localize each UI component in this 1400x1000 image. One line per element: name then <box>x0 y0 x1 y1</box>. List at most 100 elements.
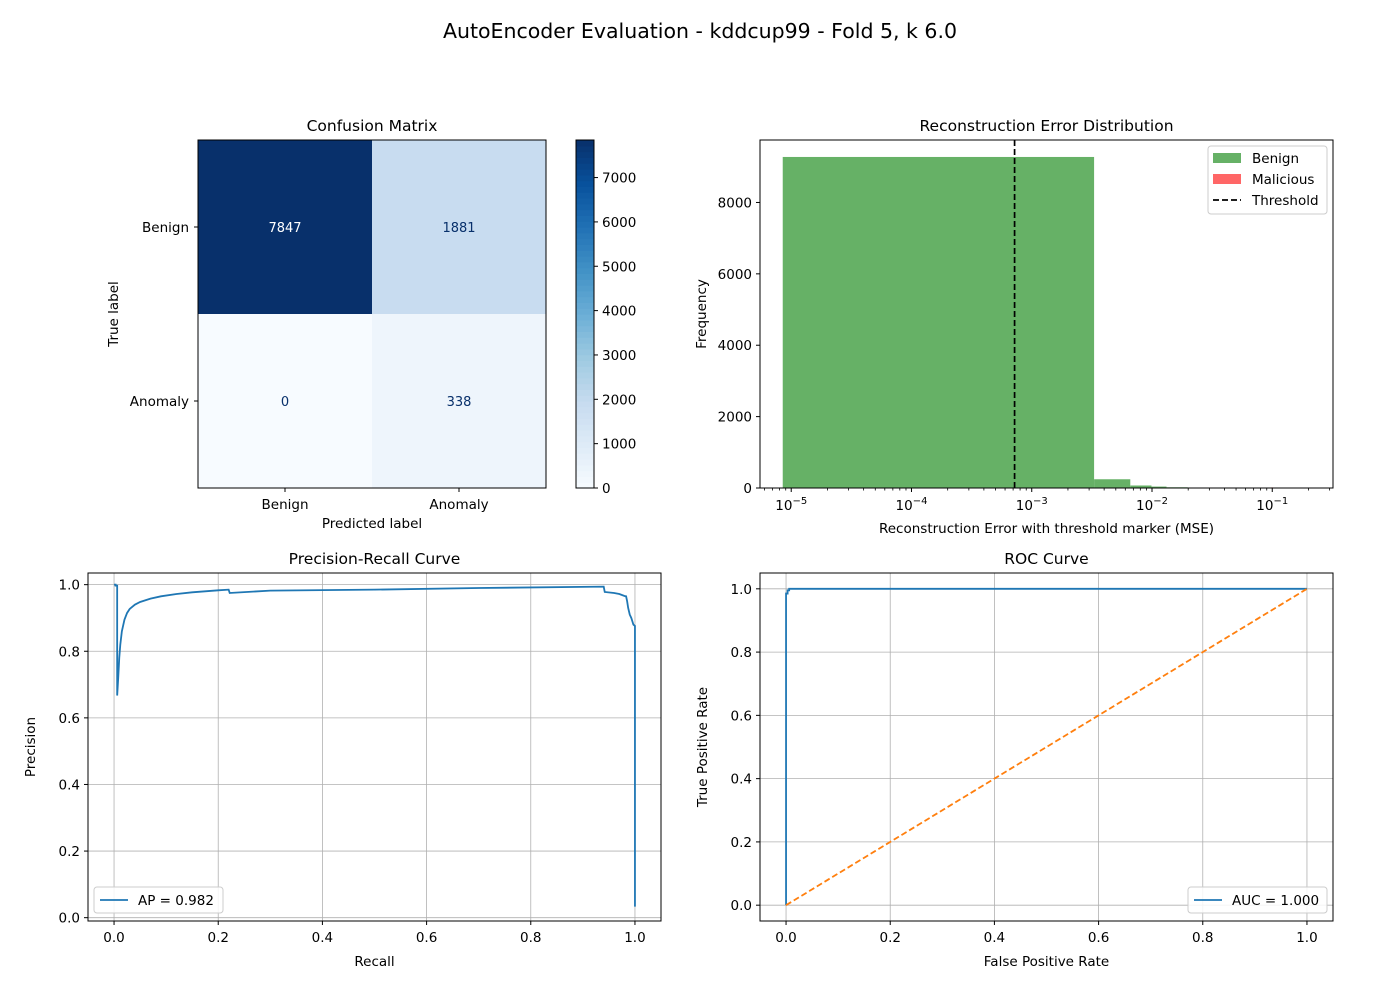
x-axis-label: Reconstruction Error with threshold mark… <box>879 521 1214 537</box>
matrix-cell <box>372 140 546 314</box>
colorbar-segment <box>576 337 594 344</box>
matrix-cell <box>198 314 372 488</box>
cell-value: 0 <box>281 395 289 410</box>
colorbar-segment <box>576 145 594 153</box>
legend-label: AP = 0.982 <box>138 893 214 909</box>
colorbar-segment <box>576 412 594 419</box>
y-tick-label: 0.0 <box>59 911 80 927</box>
x-tick-label: 0.2 <box>207 930 228 946</box>
colorbar-segment <box>576 296 594 303</box>
x-tick-label: 10−5 <box>775 496 807 514</box>
colorbar-tick-label: 3000 <box>602 348 636 364</box>
legend-label: Malicious <box>1252 172 1314 188</box>
colorbar-segment <box>576 285 594 292</box>
legend: Benign Malicious Threshold <box>1207 145 1328 215</box>
legend-label: Threshold <box>1251 193 1319 209</box>
y-tick-label: 2000 <box>718 410 752 426</box>
x-tick-label: 1.0 <box>1296 930 1317 946</box>
y-tick-label: 1.0 <box>59 578 80 594</box>
colorbar-tick-label: 7000 <box>602 171 636 187</box>
y-tick-label: 0.4 <box>59 777 80 793</box>
y-tick-label: 0.4 <box>731 772 752 788</box>
colorbar-segment <box>576 227 594 234</box>
chart-title: Reconstruction Error Distribution <box>919 117 1173 135</box>
plot-frame <box>87 572 662 922</box>
colorbar-segment <box>576 348 594 356</box>
colorbar-segment <box>576 447 594 454</box>
x-tick-label: 10−2 <box>1136 496 1168 514</box>
colorbar-segment <box>576 389 594 396</box>
matrix-frame <box>197 139 547 489</box>
chart-title: ROC Curve <box>1004 550 1088 568</box>
colorbar-segment <box>576 238 594 245</box>
x-tick-label: 0.8 <box>520 930 541 946</box>
reconstruction-error-chart: 0 2000 4000 6000 8000 10−5 10−4 10−3 10−2 10−1 Rec… <box>694 117 1334 537</box>
series-line <box>785 587 1307 906</box>
colorbar-segment <box>576 174 594 182</box>
x-tick-label: 1.0 <box>624 930 645 946</box>
plot-frame <box>759 572 1334 922</box>
histogram-bar <box>1151 486 1167 488</box>
y-axis-label: True label <box>106 281 122 348</box>
colorbar-segment <box>576 250 594 257</box>
y-tick-label: Benign <box>142 220 189 236</box>
precision-recall-chart: 0.0 0.2 0.4 0.6 0.8 1.0 0.0 0.2 0.4 0.6 0.8 1.0 Prec… <box>23 550 662 970</box>
colorbar-tick-label: 5000 <box>602 259 636 275</box>
y-tick-label: 0.2 <box>59 844 80 860</box>
colorbar-segment <box>576 273 594 280</box>
cell-value: 7847 <box>268 221 301 236</box>
colorbar-segment <box>576 435 594 443</box>
colorbar-segment <box>576 418 594 425</box>
colorbar-segment <box>576 459 594 466</box>
colorbar-segment <box>576 151 594 158</box>
x-axis-label: Predicted label <box>322 516 422 532</box>
chart-title: Precision-Recall Curve <box>289 550 461 568</box>
colorbar-segment <box>576 430 594 437</box>
y-tick-label: 0.6 <box>59 711 80 727</box>
series-line <box>114 583 636 907</box>
colorbar-segment <box>576 169 594 176</box>
y-tick-label: 1.0 <box>731 582 752 598</box>
colorbar-segment <box>576 482 594 489</box>
colorbar-segment <box>576 331 594 338</box>
y-axis-label: True Positive Rate <box>695 687 711 808</box>
colorbar-segment <box>576 453 594 460</box>
legend-box <box>1187 886 1328 914</box>
colorbar-tick-label: 1000 <box>602 437 636 453</box>
colorbar-segment <box>576 470 594 477</box>
x-tick-label: 10−4 <box>896 496 928 514</box>
legend-swatch <box>1213 174 1241 184</box>
colorbar-segment <box>576 279 594 286</box>
legend-swatch <box>1213 153 1241 163</box>
histogram-bar <box>1094 479 1131 488</box>
legend-label: AUC = 1.000 <box>1232 893 1319 909</box>
colorbar-segment <box>576 267 594 274</box>
colorbar-segment <box>576 372 594 379</box>
colorbar-segment <box>576 209 594 216</box>
x-tick-label: 0.4 <box>312 930 333 946</box>
colorbar-segment <box>576 192 594 199</box>
colorbar-segment <box>576 406 594 414</box>
chart-title: Confusion Matrix <box>307 117 438 135</box>
legend-label: Benign <box>1252 151 1299 167</box>
colorbar-segment <box>576 308 594 315</box>
y-axis-label: Precision <box>23 717 39 777</box>
colorbar-segment <box>576 256 594 263</box>
matrix-cell <box>198 140 372 314</box>
colorbar-segment <box>576 302 594 309</box>
y-tick-label: 0.8 <box>59 644 80 660</box>
plot-frame <box>759 139 1334 489</box>
legend-box <box>93 886 224 914</box>
y-axis-label: Frequency <box>694 279 710 349</box>
colorbar-segment <box>576 203 594 211</box>
y-tick-label: 0.2 <box>731 835 752 851</box>
colorbar-segment <box>576 383 594 390</box>
roc-curve-chart: 0.0 0.2 0.4 0.6 0.8 1.0 0.0 0.2 0.4 0.6 0.8 1.0 ROC … <box>695 550 1334 970</box>
y-tick-label: 0 <box>743 481 752 497</box>
x-tick-label: 0.8 <box>1192 930 1213 946</box>
figure-title: AutoEncoder Evaluation - kddcup99 - Fold… <box>443 19 957 43</box>
legend: AUC = 1.000 <box>1187 886 1328 914</box>
colorbar-segment <box>576 424 594 431</box>
colorbar-segment <box>576 186 594 193</box>
colorbar-segment <box>576 314 594 321</box>
